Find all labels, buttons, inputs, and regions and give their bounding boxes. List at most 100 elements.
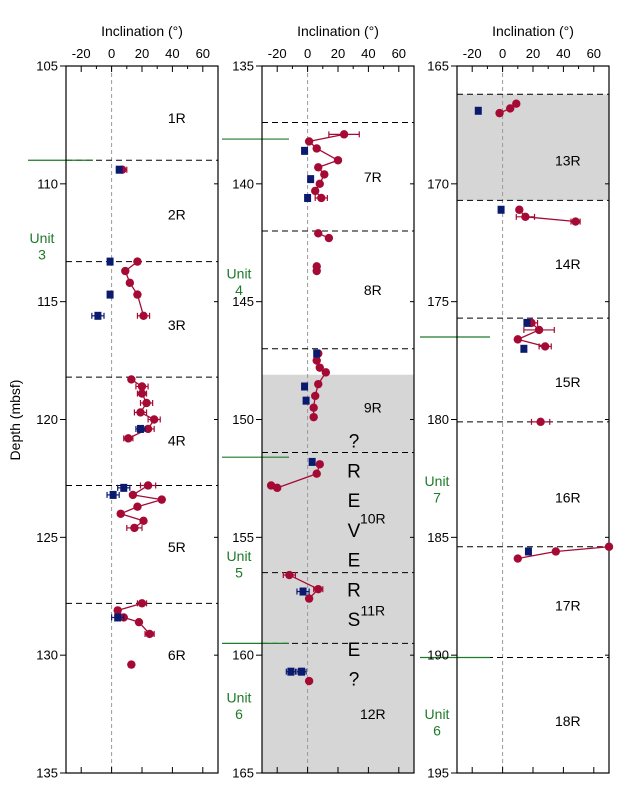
- panel-1-y-tick-label: 115: [37, 294, 58, 309]
- panel-1-circle-point: [142, 398, 151, 408]
- panel-1-x-tick-label: -20: [72, 46, 91, 61]
- panel-2-square-point: [304, 193, 312, 202]
- depth-axis-label: Depth (mbsf): [7, 380, 23, 461]
- panel-1-frame: [65, 65, 219, 774]
- panel-2-unit-label: 6: [235, 706, 243, 722]
- panel-1-circle-point: [128, 490, 138, 500]
- panel-1-x-tick-label: 40: [165, 46, 179, 61]
- panel-2-circle-point: [312, 469, 321, 478]
- panel-3-y-tick-label: 195: [427, 766, 449, 781]
- panel-1-core-label: 5R: [168, 539, 186, 555]
- panel-1-circle-point: [145, 629, 154, 639]
- panel-1-core-label: 6R: [168, 647, 186, 663]
- panel-2-circle-point: [324, 233, 334, 243]
- panel-3-core-label: 14R: [555, 256, 581, 272]
- panel-3-circle-point: [571, 217, 580, 226]
- panel-1-core-label: 1R: [168, 110, 186, 126]
- panel-2-circle-point: [315, 363, 324, 372]
- panel-2-square-point: [301, 382, 309, 391]
- panel-3-square-point: [520, 344, 528, 353]
- panel-3-core-label: 15R: [555, 374, 581, 390]
- panel-2-y-tick-label: 160: [232, 648, 254, 663]
- panel-2-circle-point: [315, 460, 324, 469]
- panel-3-series-line: [517, 550, 556, 560]
- panel-1-series-line: [137, 499, 162, 508]
- panel-1-circle-point: [136, 408, 145, 417]
- panel-2-square-point: [313, 349, 321, 358]
- panel-2-y-tick-label: 155: [232, 530, 254, 545]
- panel-1-square-point: [106, 290, 114, 299]
- panel-1-core-label: 4R: [168, 433, 186, 449]
- panel-3-unit-label: Unit: [425, 706, 450, 722]
- panel-1-unit-label: 3: [38, 247, 46, 263]
- panel-2-core-label: 11R: [360, 602, 385, 618]
- panel-3-series-line: [517, 338, 546, 348]
- panel-2-square-point: [307, 175, 315, 184]
- panel-2-y-tick-label: 145: [232, 294, 254, 309]
- panel-2-reverse-shading: [262, 374, 414, 773]
- panel-1-x-tick-label: 20: [135, 46, 149, 61]
- panel-1-square-point: [109, 490, 117, 499]
- panel-3-x-tick-label: 40: [556, 46, 570, 61]
- panel-2-x-tick-label: 0: [304, 46, 311, 61]
- panel-3-y-tick-label: 185: [427, 530, 449, 545]
- panel-2-reverse-annotation: E: [348, 491, 361, 512]
- panel-2-circle-point: [314, 584, 323, 594]
- panel-2-core-label: 9R: [364, 400, 382, 416]
- panel-3-circle-point: [534, 325, 544, 335]
- panel-1-circle-point: [125, 278, 135, 288]
- panel-2-circle-point: [311, 391, 320, 401]
- panel-3-circle-point: [513, 554, 522, 563]
- panel-3-circle-point: [512, 99, 521, 108]
- panel-2-circle-point: [311, 186, 320, 196]
- panel-1-square-point: [136, 424, 144, 433]
- panel-2-square-point: [302, 396, 310, 405]
- panel-2-circle-point: [285, 570, 294, 580]
- panel-3-circle-point: [506, 104, 515, 113]
- panel-2-circle-point: [314, 229, 323, 238]
- panel-2-reverse-annotation: V: [348, 521, 361, 542]
- panel-1-circle-point: [143, 424, 153, 434]
- panel-2-reverse-annotation: S: [348, 610, 361, 631]
- panel-3-x-axis-label: Inclination (°): [492, 23, 574, 39]
- panel-2-circle-point: [320, 170, 329, 179]
- panel-1-square-point: [94, 311, 102, 320]
- panel-1-circle-point: [130, 523, 139, 533]
- panel-3-unit-label: Unit: [425, 473, 450, 489]
- panel-3-square-point: [524, 547, 532, 556]
- panel-3-circle-point: [521, 212, 530, 222]
- panel-2-circle-point: [315, 179, 324, 189]
- panel-3-circle-point: [515, 205, 524, 214]
- panel-2-square-point: [308, 457, 316, 466]
- panel-2-square-point: [299, 587, 307, 596]
- panel-1-circle-point: [116, 509, 125, 518]
- panel-1-unit-label: Unit: [30, 230, 55, 246]
- panel-3-y-tick-label: 190: [427, 648, 449, 663]
- panel-3-y-tick-label: 180: [427, 412, 449, 427]
- panel-3-circle-point: [513, 335, 522, 344]
- panel-2-unit-label: Unit: [227, 690, 252, 706]
- panel-3-core-label: 13R: [555, 152, 581, 168]
- panel-2-square-point: [298, 667, 306, 676]
- panel-3-y-tick-label: 170: [427, 176, 449, 191]
- panel-1-circle-point: [143, 481, 153, 490]
- panel-2-circle-point: [309, 403, 318, 412]
- panel-2-reverse-annotation: ?: [349, 670, 360, 691]
- panel-3-circle-point: [540, 342, 550, 351]
- panel-2-circle-point: [309, 412, 318, 422]
- panel-2-circle-point: [339, 130, 349, 139]
- panel-1-y-tick-label: 120: [36, 412, 58, 427]
- panel-1-square-point: [120, 483, 128, 492]
- panel-3-square-point: [523, 318, 531, 327]
- panel-3-x-tick-label: 60: [587, 46, 601, 61]
- panel-1-y-tick-label: 110: [37, 176, 58, 191]
- panel-3-core-label: 18R: [555, 713, 581, 729]
- panel-1-series-line: [132, 494, 162, 501]
- panel-1-circle-point: [127, 375, 136, 384]
- panel-1-circle-point: [124, 434, 133, 443]
- panel-2-x-tick-label: 40: [361, 46, 375, 61]
- panel-2-circle-point: [333, 156, 343, 165]
- panel-2-y-tick-label: 165: [232, 766, 254, 781]
- panel-1-x-axis-label: Inclination (°): [101, 23, 183, 39]
